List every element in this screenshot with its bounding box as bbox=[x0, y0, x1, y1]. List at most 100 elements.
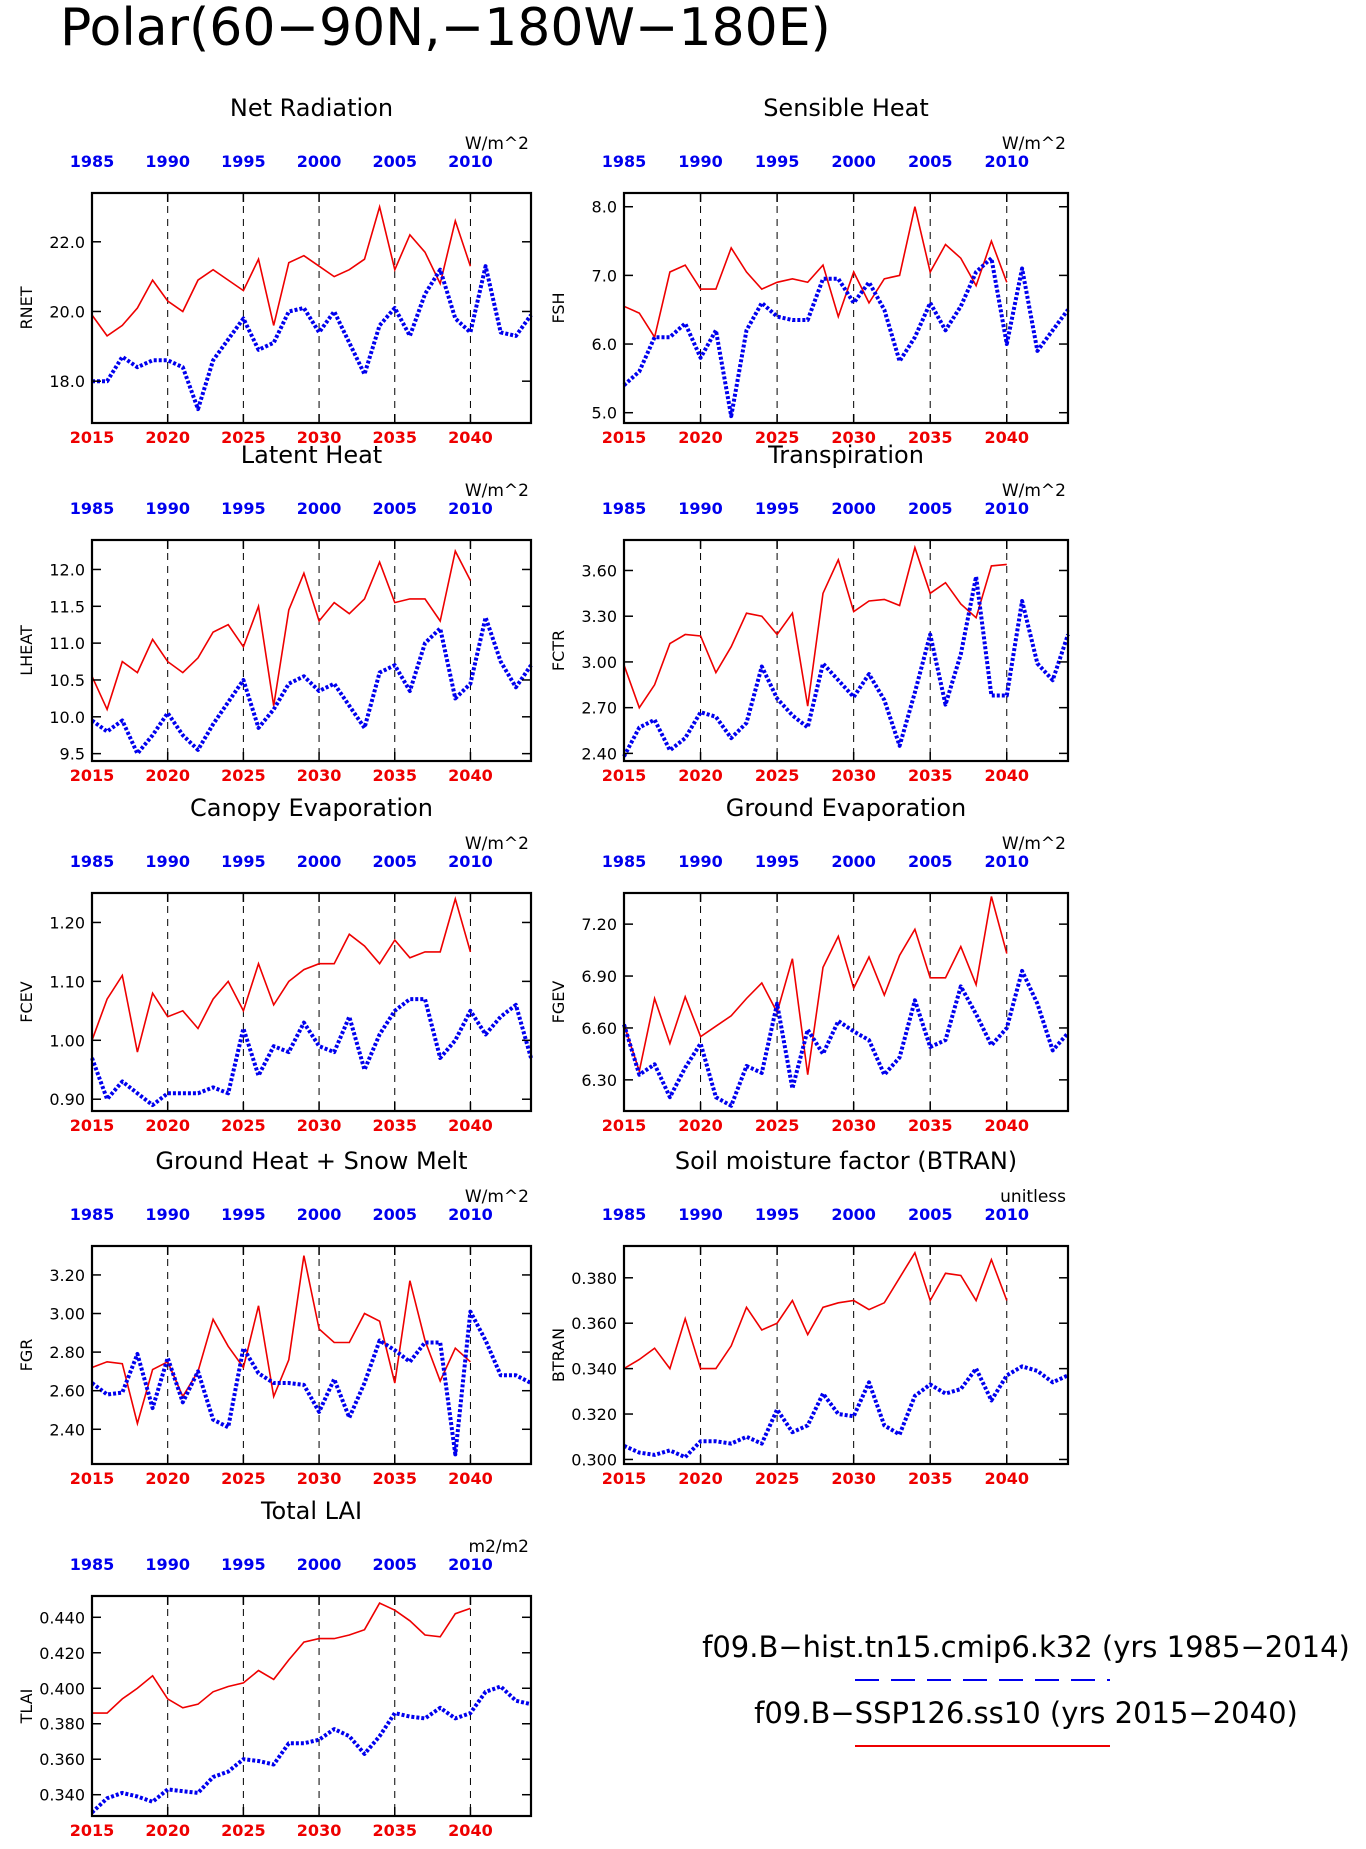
x-tick-label-top: 1990 bbox=[678, 852, 723, 871]
x-tick-label-bottom: 2035 bbox=[908, 1116, 953, 1135]
x-tick-label-top: 2010 bbox=[984, 1205, 1029, 1224]
plot-frame bbox=[622, 191, 1070, 425]
y-tick-label: 7.0 bbox=[592, 266, 617, 285]
legend-label-ssp: f09.B−SSP126.ss10 (yrs 2015−2040) bbox=[754, 1696, 1298, 1730]
x-tick-label-bottom: 2025 bbox=[221, 1821, 266, 1840]
units-label: m2/m2 bbox=[469, 1537, 529, 1557]
series-hist-line bbox=[92, 264, 533, 412]
x-tick-label-bottom: 2040 bbox=[448, 1469, 493, 1488]
chart-panel-5: 0.90 1.00 1.10 1.20 2015 2020 2025 2030 2035 2040… bbox=[17, 794, 533, 1135]
chart-title: Canopy Evaporation bbox=[190, 794, 433, 822]
x-tick-label-bottom: 2030 bbox=[297, 428, 342, 447]
x-tick-label-top: 1995 bbox=[221, 852, 266, 871]
x-tick-label-top: 2005 bbox=[908, 1205, 953, 1224]
y-tick-label: 6.30 bbox=[581, 1071, 617, 1090]
x-tick-label-bottom: 2040 bbox=[448, 1821, 493, 1840]
x-tick-label-top: 2005 bbox=[372, 499, 417, 518]
x-tick-label-bottom: 2040 bbox=[984, 766, 1029, 785]
y-tick-label: 0.420 bbox=[39, 1644, 85, 1663]
x-tick-label-top: 1985 bbox=[70, 852, 115, 871]
x-tick-label-top: 2000 bbox=[297, 1555, 342, 1574]
series-hist-line bbox=[90, 1309, 532, 1457]
x-tick-label-top: 1985 bbox=[70, 152, 115, 171]
x-tick-label-bottom: 2030 bbox=[297, 1116, 342, 1135]
x-tick-label-bottom: 2015 bbox=[70, 428, 115, 447]
x-tick-label-top: 1985 bbox=[70, 1555, 115, 1574]
units-label: W/m^2 bbox=[465, 481, 529, 501]
y-tick-label: 3.20 bbox=[49, 1266, 85, 1285]
y-axis-label: FGEV bbox=[549, 981, 568, 1024]
y-tick-label: 2.80 bbox=[49, 1343, 85, 1362]
series-hist-line bbox=[623, 1364, 1069, 1460]
x-tick-label-top: 1990 bbox=[145, 852, 190, 871]
units-label: W/m^2 bbox=[465, 134, 529, 154]
chart-title: Total LAI bbox=[260, 1497, 362, 1525]
x-tick-label-bottom: 2040 bbox=[448, 428, 493, 447]
y-tick-label: 6.60 bbox=[581, 1019, 617, 1038]
chart-title: Ground Evaporation bbox=[726, 794, 966, 822]
x-tick-label-top: 2005 bbox=[372, 1555, 417, 1574]
x-tick-label-bottom: 2040 bbox=[448, 1116, 493, 1135]
chart-panel-9: 0.340 0.360 0.380 0.400 0.420 0.440 2015 2020 20… bbox=[17, 1497, 533, 1840]
series-ssp-line bbox=[91, 895, 472, 1053]
x-tick-label-top: 2010 bbox=[448, 499, 493, 518]
y-tick-label: 6.90 bbox=[581, 967, 617, 986]
x-tick-label-top: 1995 bbox=[221, 1555, 266, 1574]
y-tick-label: 1.10 bbox=[49, 972, 85, 991]
units-label: W/m^2 bbox=[465, 834, 529, 854]
chart-title: Net Radiation bbox=[230, 94, 393, 122]
y-tick-label: 9.5 bbox=[60, 745, 85, 764]
y-tick-label: 2.70 bbox=[581, 699, 617, 718]
x-tick-label-top: 2005 bbox=[908, 152, 953, 171]
x-tick-label-bottom: 2015 bbox=[602, 1469, 647, 1488]
x-tick-label-bottom: 2020 bbox=[678, 766, 723, 785]
x-tick-label-bottom: 2035 bbox=[372, 428, 417, 447]
x-tick-label-bottom: 2015 bbox=[70, 766, 115, 785]
series-hist-line bbox=[622, 574, 1070, 758]
x-tick-label-top: 1990 bbox=[145, 1555, 190, 1574]
plot-frame bbox=[622, 891, 1070, 1113]
chart-panel-3: 9.5 10.0 10.5 11.0 11.5 12.0 2015 2020 2025 2030 2… bbox=[17, 441, 533, 785]
x-tick-label-top: 1995 bbox=[755, 152, 800, 171]
x-tick-label-bottom: 2030 bbox=[831, 1116, 876, 1135]
x-tick-label-top: 2000 bbox=[831, 1205, 876, 1224]
y-axis-label: FGR bbox=[17, 1339, 36, 1372]
x-tick-label-bottom: 2015 bbox=[70, 1469, 115, 1488]
series-ssp-line bbox=[623, 1250, 1008, 1371]
x-tick-label-bottom: 2020 bbox=[145, 1116, 190, 1135]
y-tick-label: 0.400 bbox=[39, 1679, 85, 1698]
y-tick-label: 8.0 bbox=[592, 198, 617, 217]
plot-frame bbox=[90, 891, 533, 1113]
x-tick-label-top: 2000 bbox=[297, 1205, 342, 1224]
chart-panel-6: 6.30 6.60 6.90 7.20 2015 2020 2025 2030 2035 2040… bbox=[549, 794, 1070, 1135]
y-tick-label: 0.360 bbox=[39, 1750, 85, 1769]
x-tick-label-top: 1985 bbox=[602, 852, 647, 871]
plot-frame bbox=[622, 538, 1070, 763]
series-hist-line bbox=[622, 256, 1070, 419]
chart-panel-1: 18.0 20.0 22.0 2015 2020 2025 2030 2035 2040 1985… bbox=[17, 94, 533, 447]
x-tick-label-top: 2000 bbox=[297, 152, 342, 171]
x-tick-label-top: 1995 bbox=[221, 1205, 266, 1224]
y-tick-label: 11.5 bbox=[49, 597, 85, 616]
chart-panel-2: 5.0 6.0 7.0 8.0 2015 2020 2025 2030 2035 2040 1985… bbox=[549, 94, 1070, 447]
x-tick-label-bottom: 2015 bbox=[70, 1821, 115, 1840]
x-tick-label-bottom: 2040 bbox=[984, 1469, 1029, 1488]
x-tick-label-bottom: 2035 bbox=[372, 1821, 417, 1840]
x-tick-label-bottom: 2030 bbox=[831, 766, 876, 785]
y-tick-label: 0.440 bbox=[39, 1608, 85, 1627]
x-tick-label-bottom: 2025 bbox=[221, 1469, 266, 1488]
legend-label-hist: f09.B−hist.tn15.cmip6.k32 (yrs 1985−2014… bbox=[702, 1630, 1350, 1664]
x-tick-label-top: 2010 bbox=[448, 852, 493, 871]
x-tick-label-bottom: 2030 bbox=[297, 1821, 342, 1840]
x-tick-label-top: 1995 bbox=[221, 499, 266, 518]
x-tick-label-bottom: 2035 bbox=[372, 1116, 417, 1135]
x-tick-label-top: 1995 bbox=[221, 152, 266, 171]
x-tick-label-top: 2005 bbox=[908, 499, 953, 518]
y-tick-label: 5.0 bbox=[592, 404, 617, 423]
series-hist-line bbox=[622, 968, 1070, 1108]
x-tick-label-top: 1985 bbox=[602, 152, 647, 171]
x-tick-label-bottom: 2035 bbox=[908, 428, 953, 447]
x-tick-label-bottom: 2035 bbox=[372, 1469, 417, 1488]
y-tick-label: 10.0 bbox=[49, 708, 85, 727]
